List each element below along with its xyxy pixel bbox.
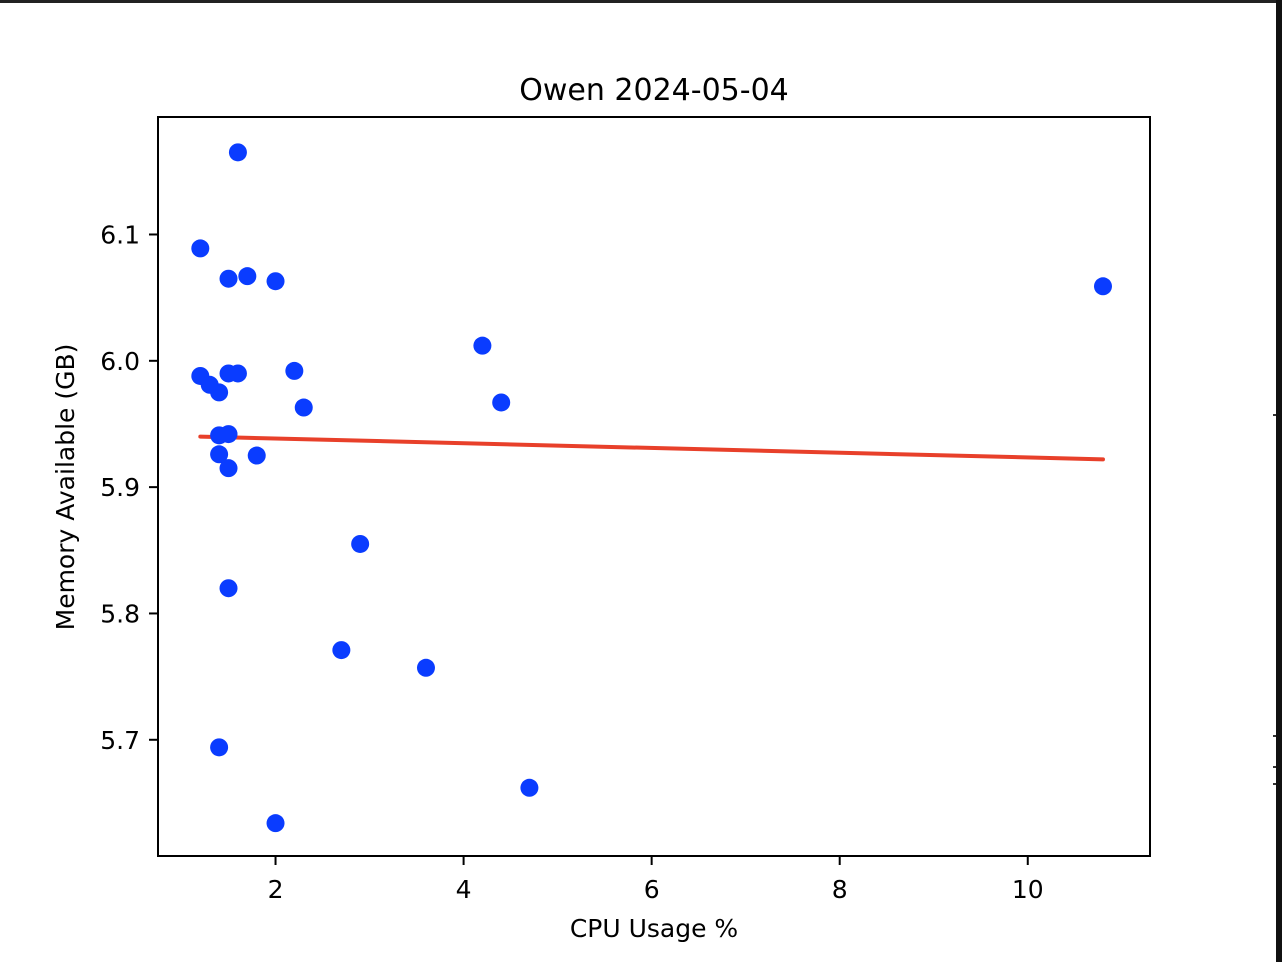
window-edge-mark — [1273, 783, 1276, 785]
x-tick-label: 10 — [1012, 875, 1044, 904]
trend-line — [198, 434, 1105, 462]
y-tick-label: 5.9 — [100, 473, 140, 502]
scatter-point — [351, 534, 370, 553]
window-top-border — [0, 0, 1282, 3]
plot-marks — [191, 143, 1112, 833]
window-edge-mark — [1273, 735, 1276, 737]
scatter-point — [219, 269, 238, 288]
scatter-point — [210, 383, 229, 402]
scatter-point — [191, 239, 210, 258]
scatter-point — [210, 738, 229, 757]
scatter-point — [238, 267, 257, 286]
y-tick-label: 6.0 — [100, 347, 140, 376]
window-edge-mark — [1273, 766, 1276, 768]
scatter-point — [247, 446, 266, 465]
x-axis: 2 4 6 8 10 — [268, 856, 1044, 904]
scatter-point — [228, 143, 247, 162]
y-tick-label: 6.1 — [100, 220, 140, 249]
plot-area-frame — [157, 116, 1151, 857]
scatter-point — [219, 459, 238, 478]
scatter-point — [520, 778, 539, 797]
x-tick-label: 8 — [832, 875, 848, 904]
scatter-point — [332, 641, 351, 660]
x-tick-label: 6 — [644, 875, 660, 904]
scatter-point — [219, 579, 238, 598]
window-edge-mark — [1273, 414, 1276, 416]
scatter-point — [285, 361, 304, 380]
x-tick-label: 2 — [268, 875, 284, 904]
window-right-border — [1276, 0, 1282, 962]
scatter-point — [492, 393, 511, 412]
y-axis-label: Memory Available (GB) — [51, 344, 80, 631]
x-tick-label: 4 — [456, 875, 472, 904]
y-axis: 5.7 5.8 5.9 6.0 6.1 — [100, 220, 158, 755]
scatter-point — [473, 336, 492, 355]
x-axis-label: CPU Usage % — [570, 914, 738, 943]
y-tick-label: 5.8 — [100, 599, 140, 628]
scatter-point — [210, 445, 229, 464]
scatter-point — [1093, 277, 1112, 296]
scatter-point — [219, 425, 238, 444]
scatter-point — [294, 398, 313, 417]
scatter-point — [266, 814, 285, 833]
y-tick-label: 5.7 — [100, 726, 140, 755]
scatter-point — [266, 272, 285, 291]
scatter-point — [228, 364, 247, 383]
chart-title: Owen 2024-05-04 — [519, 73, 789, 108]
scatter-point — [416, 658, 435, 677]
